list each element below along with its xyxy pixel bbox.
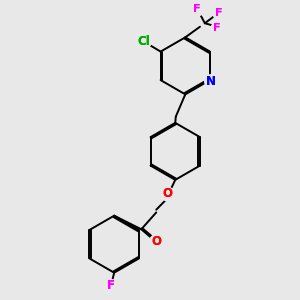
Text: O: O bbox=[151, 235, 161, 248]
Text: F: F bbox=[215, 8, 223, 18]
Text: F: F bbox=[194, 4, 201, 14]
Text: O: O bbox=[163, 188, 172, 200]
Text: F: F bbox=[194, 4, 201, 14]
Text: F: F bbox=[107, 279, 115, 292]
Text: O: O bbox=[163, 188, 172, 200]
Text: Cl: Cl bbox=[137, 35, 150, 48]
Text: F: F bbox=[107, 279, 115, 292]
Text: F: F bbox=[213, 23, 221, 33]
Text: O: O bbox=[151, 235, 161, 248]
Text: N: N bbox=[206, 75, 216, 88]
Text: F: F bbox=[213, 23, 221, 33]
Text: Cl: Cl bbox=[137, 35, 150, 48]
Text: F: F bbox=[215, 8, 223, 18]
Text: N: N bbox=[206, 75, 216, 88]
